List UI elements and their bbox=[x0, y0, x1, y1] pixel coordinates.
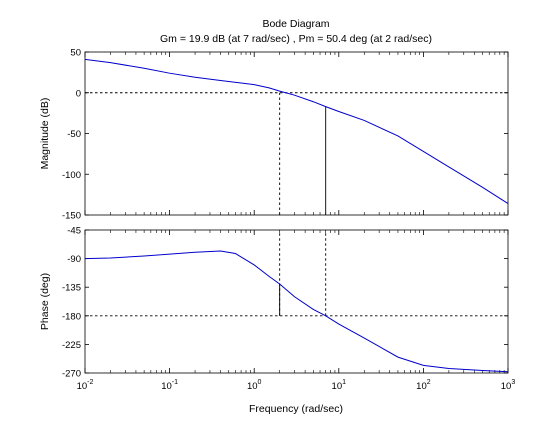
x-tick-label: 101 bbox=[332, 379, 347, 392]
phase-y-tick-label: -270 bbox=[62, 369, 81, 380]
chart-title: Bode Diagram bbox=[262, 18, 329, 30]
phase-panel: -45 -90 -135 -180 -225 -270 Phase (deg) bbox=[39, 226, 509, 380]
phase-y-tick-label: -225 bbox=[62, 340, 81, 351]
phase-axes-box bbox=[84, 229, 509, 374]
phase-y-axis-title: Phase (deg) bbox=[39, 273, 51, 330]
chart-panels: 50 0 -50 -100 -150 Magnitude (dB) -45 -90 -135 -1… bbox=[39, 48, 515, 393]
chart-subtitle: Gm = 19.9 dB (at 7 rad/sec) , Pm = 50.4 … bbox=[160, 33, 432, 45]
x-tick-label: 10-2 bbox=[77, 379, 94, 392]
phase-y-tick-label: -45 bbox=[67, 226, 81, 237]
magnitude-y-tick-label: 0 bbox=[76, 88, 81, 99]
x-tick-label: 102 bbox=[416, 379, 431, 392]
magnitude-y-tick-label: 50 bbox=[70, 48, 81, 59]
phase-y-tick-label: -90 bbox=[67, 254, 81, 265]
x-axis-title: Frequency (rad/sec) bbox=[249, 403, 343, 415]
phase-series-line bbox=[84, 250, 509, 373]
x-tick-label: 103 bbox=[501, 379, 516, 392]
magnitude-axes-box bbox=[84, 51, 509, 216]
magnitude-panel: 50 0 -50 -100 -150 Magnitude (dB) bbox=[39, 48, 509, 222]
magnitude-y-tick-label: -150 bbox=[62, 211, 81, 222]
x-tick-label: 100 bbox=[247, 379, 262, 392]
magnitude-y-axis-title: Magnitude (dB) bbox=[39, 98, 51, 170]
phase-y-tick-label: -135 bbox=[62, 283, 81, 294]
magnitude-y-tick-label: -100 bbox=[62, 170, 81, 181]
magnitude-y-tick-label: -50 bbox=[67, 129, 81, 140]
x-tick-label: 10-1 bbox=[161, 379, 178, 392]
phase-y-tick-label: -180 bbox=[62, 311, 81, 322]
magnitude-series-line bbox=[84, 58, 509, 205]
